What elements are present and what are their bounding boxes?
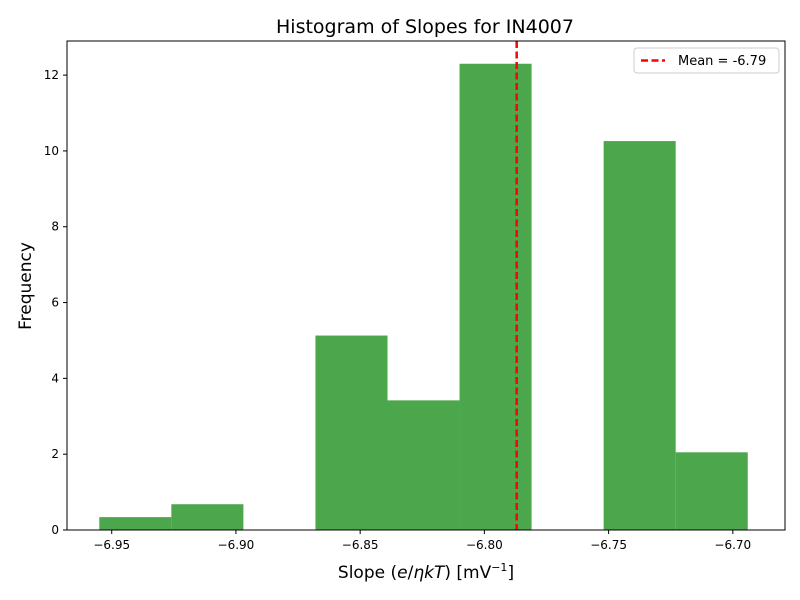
legend: Mean = -6.79 — [633, 47, 780, 74]
x-tick-label: −6.85 — [342, 538, 379, 552]
x-axis-label: Slope (e/ηkT) [mV−1] — [338, 561, 514, 583]
y-tick-label: 6 — [51, 296, 59, 310]
y-tick-label: 2 — [51, 447, 59, 461]
histogram-bar — [387, 400, 460, 530]
y-tick-label: 0 — [51, 523, 59, 537]
legend-label: Mean = -6.79 — [678, 54, 766, 69]
x-axis-ticks: −6.95 −6.90 −6.85 −6.80 −6.75 −6.70 — [93, 530, 751, 552]
y-tick-label: 12 — [44, 68, 59, 82]
y-tick-label: 4 — [51, 371, 59, 385]
bars-group — [99, 63, 748, 531]
y-tick-label: 10 — [44, 144, 59, 158]
x-tick-label: −6.70 — [714, 538, 751, 552]
x-tick-label: −6.80 — [466, 538, 503, 552]
x-tick-label: −6.95 — [93, 538, 130, 552]
plot-frame — [66, 40, 786, 531]
y-axis-label: Frequency — [16, 242, 36, 330]
x-tick-label: −6.75 — [590, 538, 627, 552]
y-tick-label: 8 — [51, 220, 59, 234]
x-tick-label: −6.90 — [218, 538, 255, 552]
y-axis-ticks: 0 2 4 6 8 10 12 — [44, 68, 67, 537]
legend-box — [633, 47, 780, 74]
histogram-bar — [459, 63, 532, 530]
histogram-bar — [675, 452, 748, 530]
histogram-bar — [603, 141, 676, 531]
histogram-bar — [315, 335, 388, 530]
chart-title: Histogram of Slopes for IN4007 — [276, 16, 574, 38]
histogram-bar — [99, 517, 172, 530]
histogram-bar — [171, 504, 244, 530]
